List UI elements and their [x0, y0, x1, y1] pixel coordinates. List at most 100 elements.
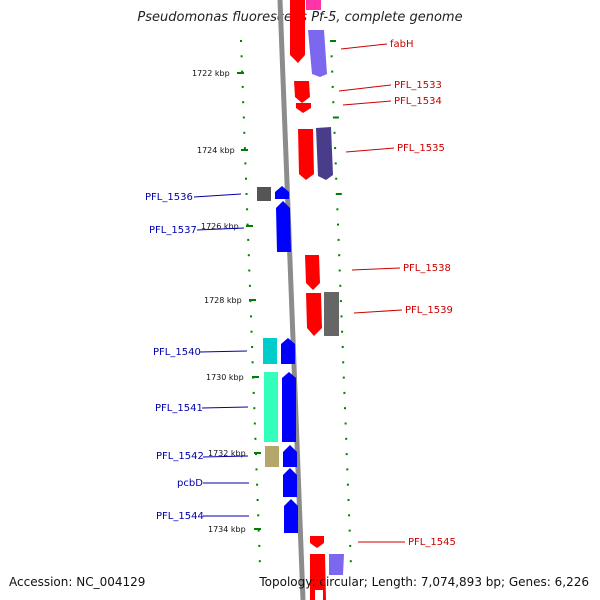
tick-dot-right [344, 422, 347, 425]
gene-arrow-pfl-1538 [305, 255, 320, 290]
tick-dot-left [256, 499, 259, 501]
tick-dot-left [242, 101, 245, 104]
tick-dot-left [252, 391, 255, 394]
scale-label-1730: 1730 kbp [206, 373, 244, 382]
tick-dot-right [335, 193, 342, 195]
label-pfl-1542: PFL_1542 [156, 451, 204, 462]
gene-arrow-pfl-1537 [276, 201, 291, 252]
label-pfl-1540: PFL_1540 [153, 347, 201, 358]
gene-arrow-pfl-1536 [275, 186, 289, 199]
label-pfl-1539: PFL_1539 [405, 305, 453, 316]
tick-dot-right [345, 437, 348, 440]
tick-dot-right [343, 391, 346, 394]
minus-strand-labels: PFL_1536 PFL_1537 PFL_1540 PFL_1541 PFL_… [145, 192, 249, 522]
tick-dot-left [242, 116, 245, 119]
tick-dot-left [255, 453, 257, 456]
gene-block-bottom-purple [329, 554, 344, 575]
tick-dot-right [345, 453, 348, 456]
gene-block-pfl-1541 [264, 372, 278, 442]
gene-block-bottom-white [315, 590, 323, 600]
scale-label-1726: 1726 kbp [201, 222, 239, 231]
scale-label-1734: 1734 kbp [208, 525, 246, 534]
tick-dot-right [330, 40, 336, 42]
plus-strand-labels: fabH PFL_1533 PFL_1534 PFL_1535 PFL_1538… [338, 39, 456, 548]
tick-dot-left [246, 223, 249, 226]
label-pfl-1545: PFL_1545 [408, 537, 456, 548]
tick-dot-right [337, 238, 340, 241]
tick-dot-right [336, 208, 339, 211]
tick-dot-left [240, 55, 243, 58]
tick-dot-right [331, 85, 334, 88]
tick-dot-left [241, 85, 244, 88]
label-pfl-1541: PFL_1541 [155, 403, 203, 414]
tick-dot-left [257, 529, 260, 532]
label-pfl-1544: PFL_1544 [156, 511, 204, 522]
tick-dot-left [248, 269, 251, 272]
gene-arrow-pfl-1542 [283, 445, 297, 467]
gene-block-pfl-1539-cds [324, 292, 339, 336]
tick-dot-right [332, 116, 339, 119]
gene-block-fabh-cds [308, 30, 327, 77]
tick-dot-right [342, 361, 345, 364]
tick-dot-left [247, 254, 250, 257]
gene-arrow-pfl-1544 [284, 499, 298, 533]
gene-block-pfl-1536 [257, 187, 271, 201]
tick-dot-right [349, 560, 352, 563]
gene-arrow-pfl-1533 [294, 81, 310, 103]
tick-dot-right [348, 514, 351, 517]
tick-dot-right [346, 483, 349, 486]
tick-dot-right [334, 147, 337, 150]
tick-dot-left [250, 315, 252, 318]
tick-dot-left [254, 437, 257, 440]
tick-dot-right [346, 468, 349, 471]
scale-label-1728: 1728 kbp [204, 296, 242, 305]
tick-dot-right [335, 177, 338, 180]
tick-dot-left [251, 346, 254, 348]
tick-dot-left [240, 40, 242, 42]
gene-block-pfl-1542 [265, 446, 279, 467]
tick-dot-left [245, 177, 247, 180]
tick-dot-right [338, 269, 341, 272]
gene-arrow-pcbd [283, 468, 297, 497]
tick-dot-right [339, 300, 342, 303]
scale-label-1722: 1722 kbp [192, 69, 230, 78]
tick-dot-left [251, 361, 254, 364]
accession-text: Accession: NC_004129 [9, 575, 146, 589]
tick-dot-left [258, 544, 261, 547]
tick-dot-right [341, 330, 344, 333]
tick-dot-right [340, 315, 343, 318]
tick-dot-right [333, 131, 336, 134]
tick-dot-left [256, 483, 259, 486]
tick-dot-left [258, 560, 261, 563]
label-pfl-1538: PFL_1538 [403, 263, 451, 274]
tick-dot-left [249, 300, 252, 303]
tick-dot-right [337, 223, 339, 226]
tick-dot-right [339, 284, 342, 287]
gene-arrow-pfl-1541 [282, 372, 296, 442]
tick-dot-right [332, 101, 335, 104]
label-pfl-1534: PFL_1534 [394, 96, 442, 107]
gene-arrow-bottom-red [310, 554, 326, 600]
tick-dot-right [341, 346, 344, 348]
tick-dot-left [250, 330, 253, 333]
tick-dot-left [243, 147, 246, 150]
tick-dot-left [243, 131, 246, 134]
gene-arrow-fabh-upstream [306, 0, 321, 10]
gene-arrow-pfl-1545 [310, 536, 324, 548]
tick-dot-right [349, 544, 352, 547]
label-pcbd: pcbD [177, 478, 203, 489]
label-pfl-1536: PFL_1536 [145, 192, 193, 203]
tick-dot-left [257, 514, 260, 517]
label-pfl-1535: PFL_1535 [397, 143, 445, 154]
label-fabh: fabH [390, 39, 414, 50]
tick-dot-right [330, 55, 333, 58]
tick-dot-right [342, 376, 345, 379]
gene-arrow-pfl-1535 [298, 129, 314, 180]
scale-labels: 1722 kbp 1724 kbp 1726 kbp 1728 kbp 1730… [192, 69, 261, 534]
tick-dot-right [331, 70, 334, 73]
tick-dot-left [253, 407, 256, 410]
tick-dot-right [344, 407, 346, 410]
gene-arrow-pfl-1534 [296, 103, 311, 113]
tick-dot-left [255, 468, 258, 471]
